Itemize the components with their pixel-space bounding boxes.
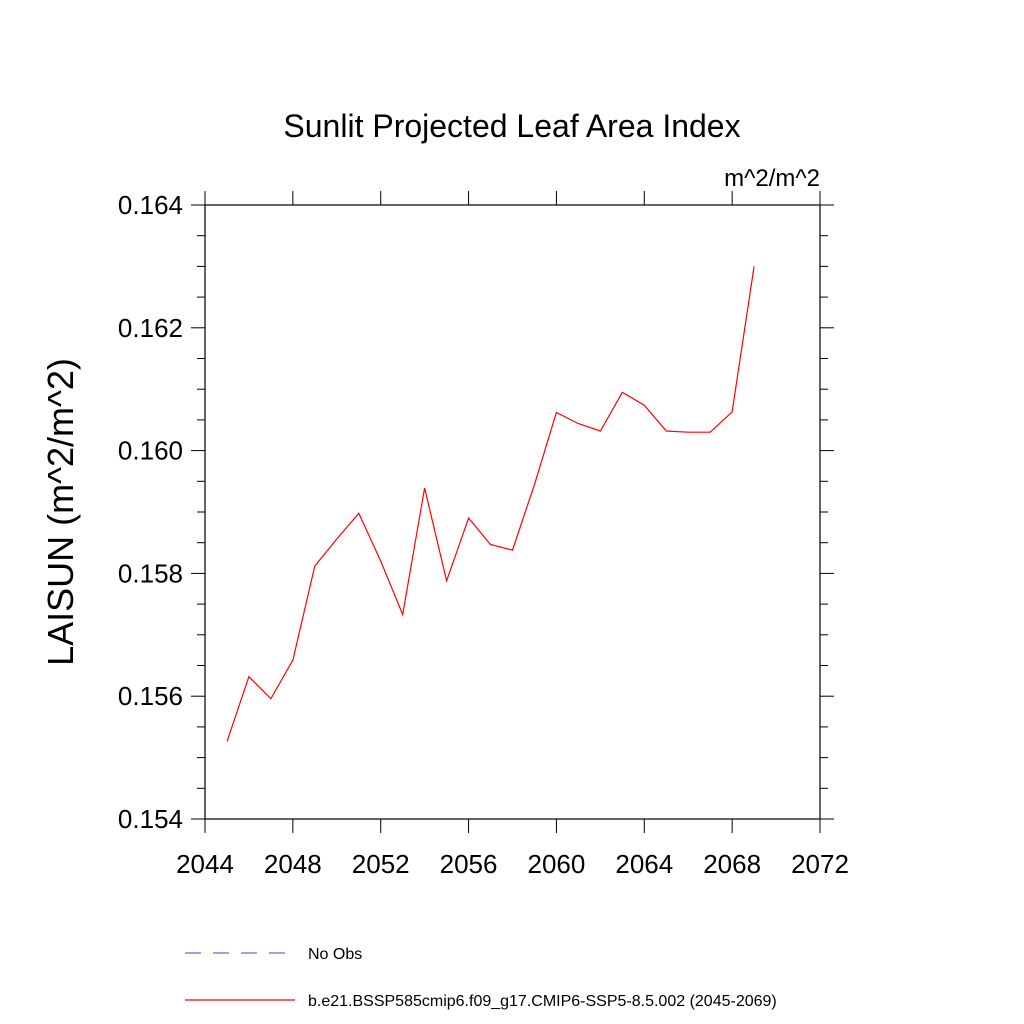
y-tick-label: 0.156 xyxy=(118,681,183,711)
x-tick-label: 2060 xyxy=(528,849,586,879)
x-tick-label: 2048 xyxy=(264,849,322,879)
y-axis-label: LAISUN (m^2/m^2) xyxy=(40,358,81,666)
series-layer xyxy=(226,266,755,742)
y-tick-labels: 0.154 0.156 0.158 0.160 0.162 0.164 xyxy=(118,190,183,834)
x-tick-label: 2056 xyxy=(440,849,498,879)
y-tick-label: 0.160 xyxy=(118,436,183,466)
x-tick-label: 2052 xyxy=(352,849,410,879)
tick-marks xyxy=(191,191,834,833)
legend-label: No Obs xyxy=(308,946,362,963)
x-tick-label: 2072 xyxy=(791,849,849,879)
series-line xyxy=(226,266,755,742)
y-tick-label: 0.164 xyxy=(118,190,183,220)
chart-title: Sunlit Projected Leaf Area Index xyxy=(283,108,740,144)
axes xyxy=(204,204,821,820)
units-label: m^2/m^2 xyxy=(724,165,820,192)
x-tick-label: 2044 xyxy=(176,849,234,879)
y-tick-label: 0.154 xyxy=(118,804,183,834)
y-tick-label: 0.158 xyxy=(118,558,183,588)
y-tick-label: 0.162 xyxy=(118,313,183,343)
x-tick-labels: 2044 2048 2052 2056 2060 2064 2068 2072 xyxy=(176,849,849,879)
x-tick-label: 2064 xyxy=(615,849,673,879)
plot-frame xyxy=(204,204,821,820)
legend-label: b.e21.BSSP585cmip6.f09_g17.CMIP6-SSP5-8.… xyxy=(308,993,777,1010)
x-tick-label: 2068 xyxy=(703,849,761,879)
legend: No Obs b.e21.BSSP585cmip6.f09_g17.CMIP6-S… xyxy=(185,946,777,1010)
